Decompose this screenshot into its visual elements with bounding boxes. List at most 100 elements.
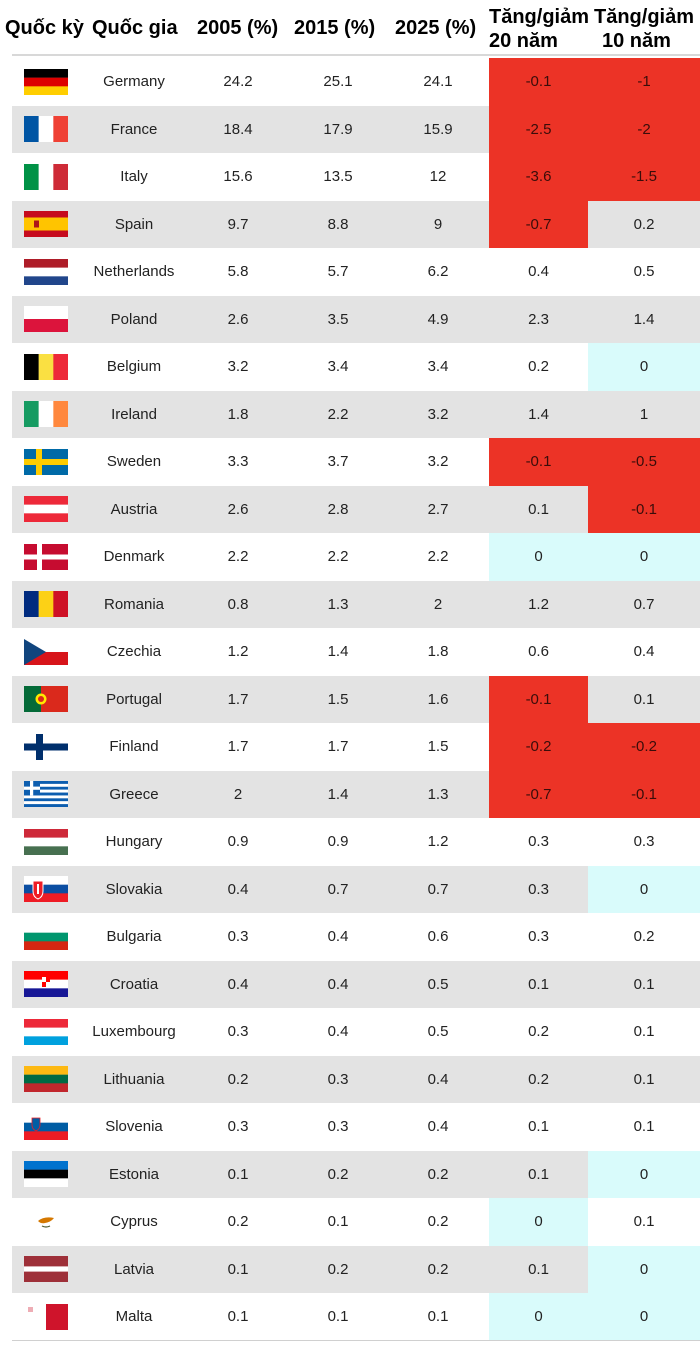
value-2005-cell: 0.8 [227,595,249,613]
value-2015-cell: 1.4 [327,785,349,803]
value-2005-cell: 15.6 [223,168,253,186]
change-10y-cell: 0.3 [588,818,700,866]
value-2005-cell: 3.3 [227,453,249,471]
netherlands-flag-icon [24,258,68,285]
flag-cell [12,438,80,486]
change-20y-cell: 0.3 [489,865,588,913]
table-row: Sweden 3.3 3.7 3.2 -0.1 -0.5 [12,438,700,486]
change-10y-cell: 0.2 [588,200,700,248]
value-2025-cell: 9 [433,215,443,233]
value-2005-cell: 2.2 [227,548,249,566]
change-20y-cell: -0.7 [489,770,588,818]
value-2015-cell: 0.1 [327,1308,349,1326]
country-cell: Malta [115,1308,153,1326]
value-2015-cell: 1.7 [327,738,349,756]
header-change-10y: Tăng/giảm 10 năm [594,6,694,52]
cyprus-flag-icon [24,1208,68,1235]
change-10y-cell: 0 [588,343,700,391]
table-row: Estonia 0.1 0.2 0.2 0.1 0 [12,1150,700,1198]
value-2025-cell: 0.2 [427,1213,449,1231]
change-20y-cell: 1.4 [489,390,588,438]
change-20y-cell: 0.6 [489,628,588,676]
value-2015-cell: 0.2 [327,1165,349,1183]
value-2005-cell: 0.3 [227,1118,249,1136]
value-2015-cell: 1.3 [327,595,349,613]
value-2025-cell: 0.7 [427,880,449,898]
value-2005-cell: 5.8 [227,263,249,281]
value-2015-cell: 0.7 [327,880,349,898]
country-cell: Austria [110,500,158,518]
row-background [12,1245,490,1293]
change-20y-cell: 0.3 [489,913,588,961]
flag-cell [12,818,80,866]
value-2025-cell: 12 [429,168,447,186]
finland-flag-icon [24,733,68,760]
table-row: Germany 24.2 25.1 24.1 -0.1 -1 [12,58,700,106]
change-20y-cell: 0.2 [489,343,588,391]
row-background [12,485,490,533]
value-2015-cell: 8.8 [327,215,349,233]
change-20y-cell: 0 [489,1198,588,1246]
flag-cell [12,961,80,1009]
value-2025-cell: 0.6 [427,928,449,946]
table-row: Romania 0.8 1.3 2 1.2 0.7 [12,580,700,628]
table-row: Lithuania 0.2 0.3 0.4 0.2 0.1 [12,1055,700,1103]
value-2015-cell: 17.9 [323,120,353,138]
change-20y-cell: 0.3 [489,818,588,866]
change-10y-cell: 0.1 [588,1055,700,1103]
row-background [12,200,490,248]
change-20y-cell: 0.2 [489,1055,588,1103]
value-2025-cell: 0.2 [427,1165,449,1183]
flag-cell [12,1293,80,1341]
row-background [12,675,490,723]
value-2015-cell: 3.5 [327,310,349,328]
value-2015-cell: 3.7 [327,453,349,471]
value-2005-cell: 1.7 [227,690,249,708]
greece-flag-icon [24,781,68,808]
value-2005-cell: 0.1 [227,1165,249,1183]
change-10y-cell: 0.1 [588,675,700,723]
hungary-flag-icon [24,828,68,855]
header-change-10y-line1: Tăng/giảm [594,6,695,28]
flag-cell [12,1008,80,1056]
flag-cell [12,296,80,344]
change-20y-cell: 0.1 [489,960,588,1008]
value-2005-cell: 0.1 [227,1308,249,1326]
value-2005-cell: 0.2 [227,1213,249,1231]
flag-cell [12,58,80,106]
table-row: France 18.4 17.9 15.9 -2.5 -2 [12,105,700,154]
change-10y-cell: 0.2 [588,913,700,961]
header-change-20y-line2: 20 năm [489,30,558,52]
country-cell: Luxembourg [92,1023,176,1041]
country-cell: Spain [114,215,154,233]
value-2005-cell: 2.6 [227,500,249,518]
flag-cell [12,106,80,154]
change-10y-cell: 0 [588,865,700,913]
country-cell: France [110,120,158,138]
change-10y-cell: 0 [588,1293,700,1341]
value-2025-cell: 6.2 [427,263,449,281]
value-2025-cell: 1.5 [427,738,449,756]
portugal-flag-icon [24,686,68,713]
header-2025: 2025 (%) [395,17,477,39]
country-cell: Sweden [106,453,162,471]
change-10y-cell: 0.5 [588,248,700,296]
table-row: Portugal 1.7 1.5 1.6 -0.1 0.1 [12,675,700,723]
value-2015-cell: 5.7 [327,263,349,281]
country-cell: Lithuania [103,1070,165,1088]
row-background [12,580,490,628]
table-row: Greece 2 1.4 1.3 -0.7 -0.1 [12,770,700,819]
flag-cell [12,771,80,819]
slovakia-flag-icon [24,876,68,903]
table-row: Bulgaria 0.3 0.4 0.6 0.3 0.2 [12,913,700,961]
value-2005-cell: 1.2 [227,643,249,661]
slovenia-flag-icon [24,1113,68,1140]
value-2015-cell: 0.3 [327,1070,349,1088]
change-10y-cell: 0 [588,1150,700,1198]
value-2005-cell: 2 [233,785,243,803]
table-row: Austria 2.6 2.8 2.7 0.1 -0.1 [12,485,700,533]
value-2015-cell: 0.9 [327,833,349,851]
country-cell: Slovenia [105,1118,163,1136]
country-cell: Ireland [111,405,157,423]
